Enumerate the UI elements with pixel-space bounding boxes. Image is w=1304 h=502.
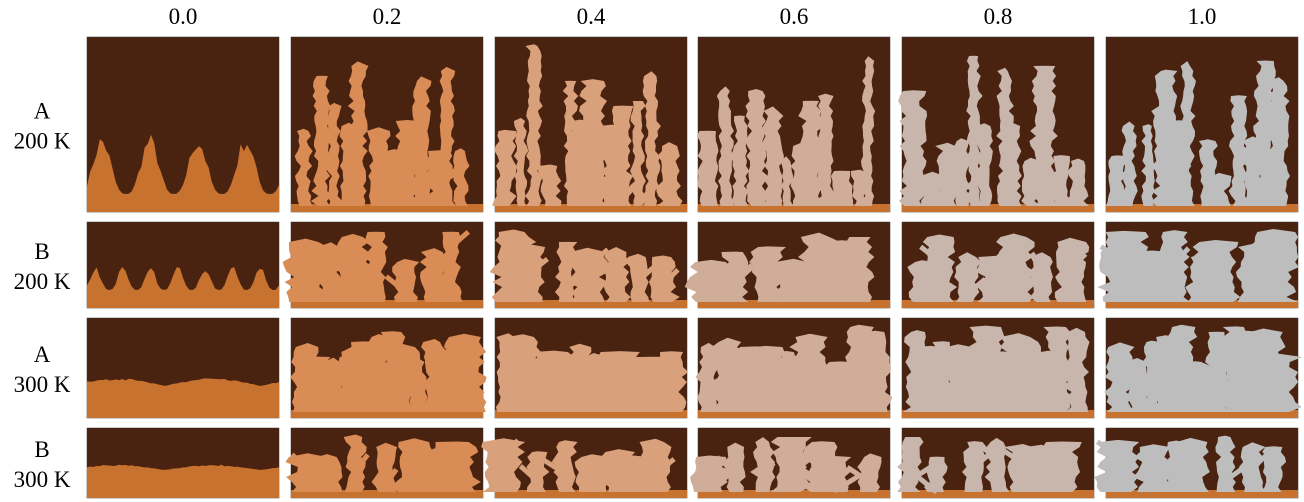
dendrite bbox=[481, 438, 525, 492]
panel bbox=[697, 37, 890, 212]
panel bbox=[898, 37, 1094, 212]
film-profile bbox=[87, 378, 279, 418]
dendrite bbox=[1215, 436, 1236, 492]
panel bbox=[696, 318, 893, 418]
row-label: A bbox=[34, 99, 51, 124]
figure: 0.0 0.2 0.4 0.6 0.8 1.0 A 200 K B 200 K A 300 K B 300… bbox=[0, 0, 1304, 502]
panel bbox=[690, 428, 890, 498]
panel bbox=[1094, 428, 1298, 498]
row-label: B bbox=[34, 239, 49, 264]
panel bbox=[290, 318, 487, 418]
panel bbox=[495, 318, 688, 418]
row-temperature: 300 K bbox=[14, 467, 71, 492]
row-temperature: 200 K bbox=[14, 269, 71, 294]
row-temperature: 300 K bbox=[14, 372, 71, 397]
column-header: 0.8 bbox=[984, 4, 1013, 29]
column-header: 1.0 bbox=[1188, 4, 1217, 29]
panel bbox=[902, 318, 1094, 418]
dendrite bbox=[1029, 252, 1053, 302]
panel bbox=[1097, 222, 1299, 308]
panel bbox=[492, 37, 687, 212]
dendrite bbox=[392, 259, 419, 302]
panel bbox=[897, 428, 1094, 498]
panel bbox=[902, 222, 1094, 308]
panel bbox=[291, 37, 483, 212]
panel bbox=[87, 37, 279, 212]
panel bbox=[490, 222, 687, 308]
film-profile bbox=[87, 465, 279, 498]
panel bbox=[481, 428, 687, 498]
panel bbox=[87, 428, 279, 498]
column-header: 0.4 bbox=[577, 4, 606, 29]
column-header: 0.0 bbox=[169, 4, 198, 29]
column-header: 0.6 bbox=[780, 4, 809, 29]
panel bbox=[285, 428, 483, 498]
panel bbox=[1106, 37, 1298, 212]
panel bbox=[1104, 318, 1302, 418]
row-temperature: 200 K bbox=[14, 129, 71, 154]
row-label: A bbox=[34, 342, 51, 367]
panel bbox=[685, 222, 890, 308]
dendrite bbox=[1094, 440, 1139, 492]
panel bbox=[283, 222, 483, 308]
column-header: 0.2 bbox=[373, 4, 402, 29]
panel bbox=[87, 318, 279, 418]
panel bbox=[87, 222, 279, 308]
row-label: B bbox=[34, 437, 49, 462]
